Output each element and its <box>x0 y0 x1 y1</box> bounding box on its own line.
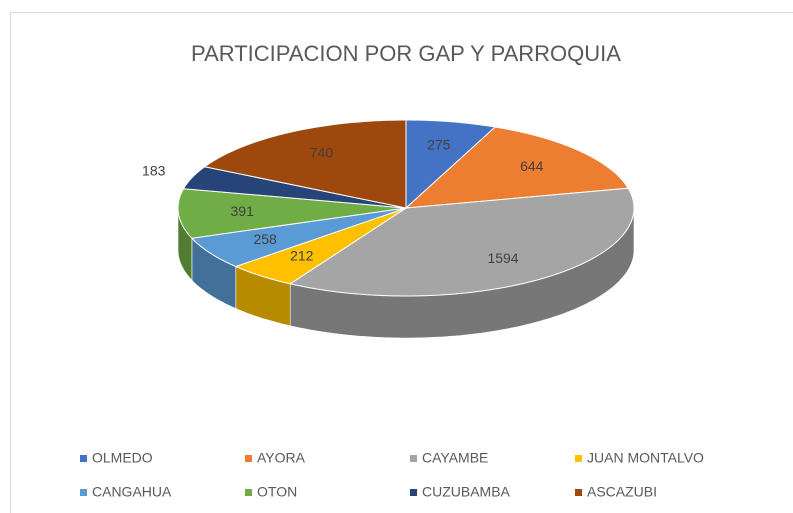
legend-label: ASCAZUBI <box>587 484 657 500</box>
slice-top <box>234 207 407 285</box>
legend-swatch <box>575 455 582 462</box>
data-label: 391 <box>231 203 255 219</box>
legend-label: CUZUBAMBA <box>422 484 511 500</box>
data-label: 644 <box>520 158 544 174</box>
pie-slice <box>405 119 497 210</box>
pie-slice <box>234 207 407 327</box>
legend-label: CAYAMBE <box>422 450 488 466</box>
legend-label: OTON <box>257 484 297 500</box>
legend-swatch <box>245 455 252 462</box>
legend-label: CANGAHUA <box>92 484 172 500</box>
data-label: 212 <box>290 248 314 264</box>
legend-swatch <box>575 489 582 496</box>
data-label: 183 <box>142 163 166 179</box>
legend-swatch <box>80 489 87 496</box>
legend-swatch <box>80 455 87 462</box>
slice-top <box>288 187 635 297</box>
chart-title: PARTICIPACION POR GAP Y PARROQUIA <box>191 41 621 66</box>
legend-swatch <box>410 455 417 462</box>
data-label: 740 <box>310 144 334 160</box>
slice-top <box>177 188 407 239</box>
data-label: 1594 <box>487 250 518 266</box>
pie-slice <box>177 188 407 281</box>
legend-label: AYORA <box>257 450 306 466</box>
legend-label: OLMEDO <box>92 450 153 466</box>
pie-slice <box>404 126 630 209</box>
legend-swatch <box>410 489 417 496</box>
legend-label: JUAN MONTALVO <box>587 450 704 466</box>
slice-top <box>190 207 407 268</box>
pie-slice <box>288 187 635 339</box>
slice-top <box>405 119 497 210</box>
pie-slice <box>203 119 407 209</box>
data-label: 258 <box>253 231 277 247</box>
legend-swatch <box>245 489 252 496</box>
slice-top <box>203 119 407 209</box>
slice-top <box>182 166 407 209</box>
slice-top <box>404 126 630 209</box>
pie-slice <box>182 166 407 209</box>
data-label: 275 <box>427 137 451 153</box>
